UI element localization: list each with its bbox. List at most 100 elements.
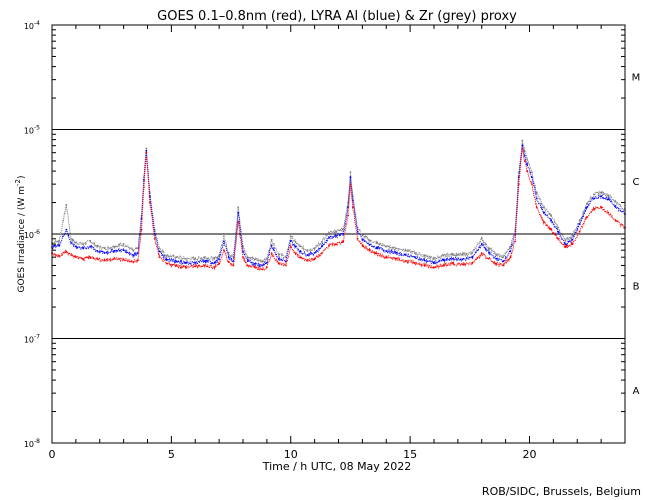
data-point	[175, 264, 178, 267]
data-point	[404, 254, 407, 256]
data-point	[194, 257, 197, 260]
data-point	[452, 262, 454, 265]
data-point	[306, 254, 309, 256]
data-point	[361, 244, 364, 247]
data-point	[306, 249, 309, 252]
flare-class-label: M	[632, 73, 641, 84]
data-point	[270, 244, 273, 247]
data-point	[113, 245, 115, 248]
data-point	[265, 257, 268, 260]
data-point	[82, 247, 84, 250]
data-point	[213, 266, 216, 269]
y-axis-label-exponent: -2	[14, 179, 22, 186]
data-point	[585, 216, 588, 219]
data-point	[480, 252, 483, 255]
data-point	[349, 183, 352, 186]
data-point	[89, 239, 92, 242]
data-point	[132, 261, 135, 263]
data-point	[58, 239, 61, 242]
data-point	[145, 147, 148, 150]
data-point	[227, 251, 230, 254]
data-point	[175, 260, 178, 263]
data-point	[593, 193, 595, 196]
data-point	[557, 226, 560, 229]
data-point	[461, 263, 464, 266]
data-point	[153, 237, 156, 240]
data-point	[70, 254, 72, 256]
data-point	[113, 257, 115, 260]
data-point	[74, 245, 77, 248]
data-point	[488, 247, 490, 250]
data-point	[480, 237, 483, 240]
data-point	[461, 258, 464, 261]
y-tick-base: 10	[24, 336, 34, 345]
data-point	[254, 262, 256, 265]
flare-class-label: C	[633, 177, 640, 188]
data-point	[433, 261, 435, 264]
x-tick-label: 10	[284, 448, 298, 461]
data-point	[194, 265, 197, 268]
data-point	[542, 211, 545, 214]
data-point	[351, 206, 354, 209]
data-point	[58, 254, 61, 257]
data-point	[132, 249, 135, 252]
y-tick-base: 10	[24, 22, 34, 31]
y-tick-base: 10	[24, 127, 34, 136]
data-point	[328, 232, 330, 235]
data-point	[342, 227, 345, 230]
data-point	[495, 257, 497, 260]
data-point	[585, 202, 588, 205]
data-point	[184, 261, 187, 264]
data-point	[223, 235, 225, 238]
data-point	[442, 254, 445, 257]
data-point	[509, 250, 512, 253]
data-point	[521, 148, 524, 150]
data-point	[614, 205, 617, 207]
data-point	[394, 257, 397, 260]
data-point	[237, 211, 240, 214]
data-point	[523, 154, 526, 157]
data-point	[542, 206, 545, 209]
data-point	[342, 233, 345, 235]
data-point	[530, 171, 533, 174]
data-point	[289, 246, 292, 248]
data-point	[394, 247, 397, 250]
data-point	[96, 245, 99, 248]
data-point	[521, 144, 524, 147]
series-lyra-zr-proxy	[51, 139, 626, 264]
data-point	[82, 243, 84, 246]
data-point	[593, 207, 595, 210]
data-point	[356, 230, 359, 233]
data-point	[342, 240, 345, 243]
data-point	[335, 234, 338, 237]
data-point	[523, 160, 526, 162]
data-point	[277, 253, 280, 256]
data-point	[242, 256, 244, 259]
data-point	[557, 230, 560, 233]
data-point	[299, 256, 302, 259]
data-point	[254, 258, 256, 261]
data-point	[502, 256, 505, 259]
data-point	[145, 151, 148, 154]
data-point	[578, 222, 581, 225]
data-point	[423, 264, 426, 267]
credit-text: ROB/SIDC, Brussels, Belgium	[482, 485, 641, 498]
data-point	[452, 253, 454, 256]
data-point	[113, 249, 115, 252]
data-point	[607, 194, 610, 197]
series-line	[51, 144, 626, 268]
data-point	[414, 261, 416, 264]
data-point	[502, 260, 505, 263]
data-point	[254, 266, 256, 269]
y-axis-label-text: GOES Irradiance / (W m	[17, 186, 27, 292]
data-point	[89, 256, 92, 259]
data-point	[313, 257, 316, 260]
data-point	[65, 228, 68, 231]
y-tick-exponent: -4	[34, 20, 40, 27]
data-point	[461, 254, 464, 256]
data-point	[509, 256, 512, 259]
data-point	[270, 252, 273, 255]
series-line	[51, 139, 626, 264]
